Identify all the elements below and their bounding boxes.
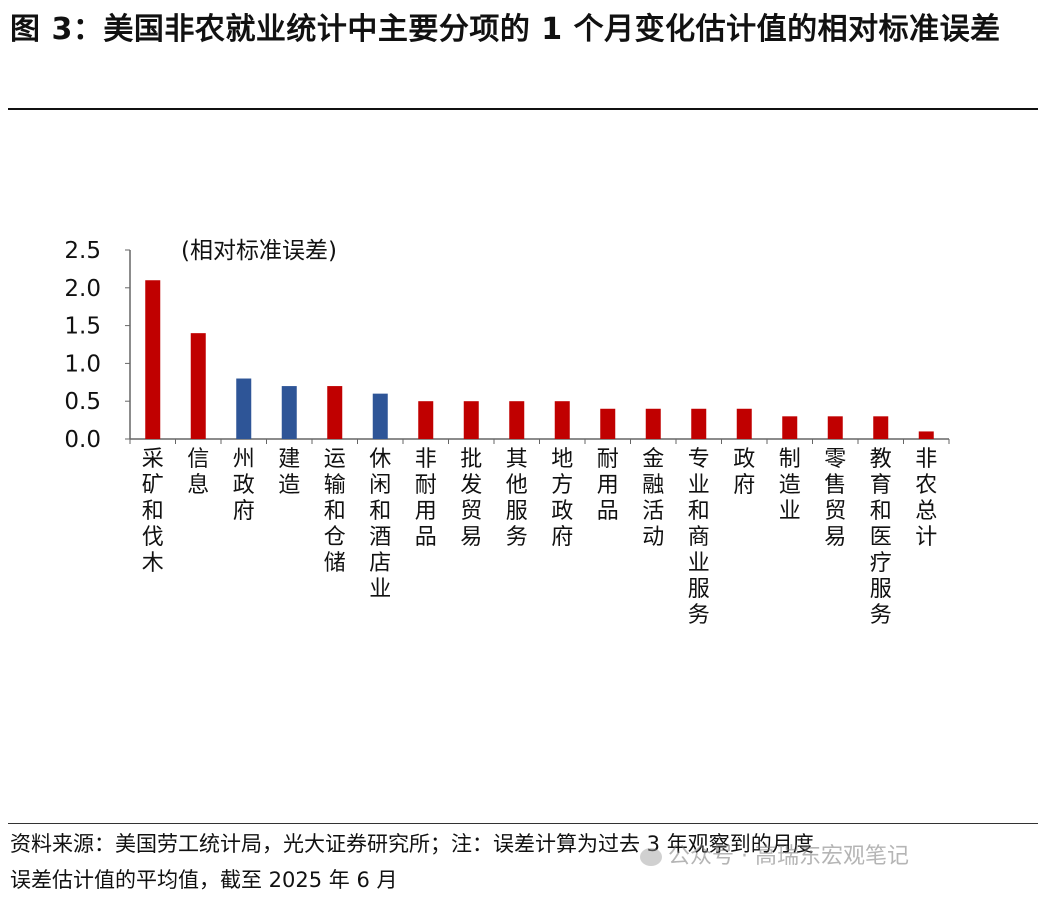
bar xyxy=(281,386,297,439)
y-tick-label: 0.0 xyxy=(64,427,101,453)
title-rule xyxy=(8,108,1038,110)
category-label: 制造业 xyxy=(779,447,801,524)
y-tick-label: 2.5 xyxy=(64,238,101,264)
category-label: 建造 xyxy=(278,447,300,498)
category-label: 采矿和伐木 xyxy=(142,447,164,576)
bar xyxy=(736,408,752,439)
category-label: 其他服务 xyxy=(506,447,528,550)
bar xyxy=(782,416,798,439)
bar xyxy=(418,401,434,439)
category-label: 金融活动 xyxy=(642,447,664,550)
y-tick-label: 0.5 xyxy=(64,389,101,415)
category-label: 地方政府 xyxy=(551,447,573,550)
source-rule xyxy=(8,823,1038,824)
bar xyxy=(190,333,206,439)
source-line-2: 误差估计值的平均值，截至 2025 年 6 月 xyxy=(10,868,398,892)
category-label: 休闲和酒店业 xyxy=(369,447,391,602)
category-label: 运输和仓储 xyxy=(324,447,346,576)
bar xyxy=(873,416,889,439)
category-label: 零售贸易 xyxy=(824,447,846,550)
figure-title: 图 3：美国非农就业统计中主要分项的 1 个月变化估计值的相对标准误差 xyxy=(10,12,1001,47)
y-axis-unit-label: (相对标准误差) xyxy=(181,238,337,264)
category-label: 州政府 xyxy=(233,447,255,524)
y-tick-label: 1.5 xyxy=(64,314,101,340)
category-labels: 采矿和伐木 信息 州政府 建造 运输和仓储 休闲和酒店业 非耐用品 批发贸易 其他服务 地方政府 耐… xyxy=(142,447,938,628)
chart-axes xyxy=(129,250,950,444)
category-label: 批发贸易 xyxy=(460,447,482,550)
watermark: 公众号 · 高瑞东宏观笔记 xyxy=(640,838,909,870)
source-note: 资料来源：美国劳工统计局，光大证券研究所；注：误差计算为过去 3 年观察到的月度… xyxy=(10,826,1035,898)
y-tick-label: 1.0 xyxy=(64,351,101,377)
bar xyxy=(827,416,843,439)
bars xyxy=(145,280,934,439)
category-label: 信息 xyxy=(187,447,209,498)
source-line-1: 资料来源：美国劳工统计局，光大证券研究所；注：误差计算为过去 3 年观察到的月度 xyxy=(10,832,814,856)
bar xyxy=(600,408,616,439)
bar xyxy=(918,431,934,439)
bar xyxy=(691,408,707,439)
bar xyxy=(372,393,388,439)
category-label: 政府 xyxy=(733,447,755,498)
bar xyxy=(145,280,161,439)
watermark-text: 公众号 · 高瑞东宏观笔记 xyxy=(668,844,909,869)
category-label: 专业和商业服务 xyxy=(688,447,710,628)
bar-chart: 0.0 0.5 1.0 1.5 2.0 2.5 采矿和伐木 信息 州政府 建造 运输和仓储 休闲和酒… xyxy=(64,238,950,628)
y-ticks: 0.0 0.5 1.0 1.5 2.0 2.5 xyxy=(64,238,130,453)
category-label: 教育和医疗服务 xyxy=(870,447,892,628)
category-label: 非农总计 xyxy=(915,447,937,550)
bar xyxy=(554,401,570,439)
bar xyxy=(236,378,252,439)
category-label: 非耐用品 xyxy=(415,447,437,550)
bar xyxy=(327,386,343,439)
bar xyxy=(509,401,525,439)
wechat-icon xyxy=(640,848,662,866)
bar xyxy=(645,408,661,439)
category-label: 耐用品 xyxy=(597,447,619,524)
bar xyxy=(463,401,479,439)
y-tick-label: 2.0 xyxy=(64,276,101,302)
